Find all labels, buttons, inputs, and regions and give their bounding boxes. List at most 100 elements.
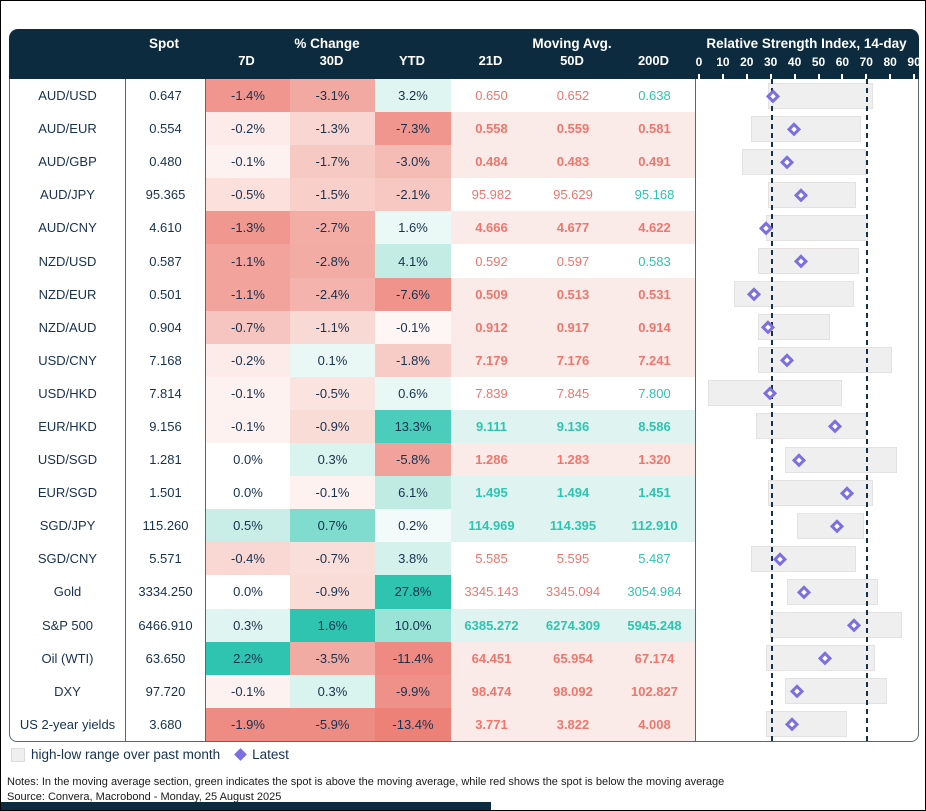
asset-name: EUR/HKD	[38, 418, 97, 434]
pct-ytd-cell: -0.1%	[375, 310, 451, 344]
pct-ytd-cell: -5.8%	[375, 443, 451, 477]
rsi-cell	[695, 674, 918, 708]
asset-name: NZD/EUR	[38, 286, 97, 302]
spot-value: 7.168	[125, 343, 205, 377]
pct-7d-cell: -0.1%	[205, 674, 290, 708]
asset-column-header	[9, 29, 124, 79]
pct-30d-cell: -3.5%	[290, 641, 375, 675]
pct-change-group-label: % Change	[294, 36, 360, 51]
pct-7d-cell: -0.1%	[205, 409, 290, 444]
table-row: AUD/USD 0.647 -1.4% -3.1% 3.2% 0.650 0.6…	[10, 79, 918, 113]
rsi-cell	[695, 409, 918, 444]
pct-7d-cell: -1.4%	[205, 79, 290, 113]
rsi-lower-threshold-line	[770, 79, 773, 741]
rsi-cell	[695, 376, 918, 410]
ma-21d-cell: 98.474	[451, 674, 532, 708]
table-row: EUR/SGD 1.501 0.0% -0.1% 6.1% 1.495 1.49…	[10, 476, 918, 510]
ma-200d-cell: 0.581	[614, 112, 695, 146]
ma-200d-cell: 1.451	[614, 476, 695, 510]
ma-21d-cell: 9.111	[451, 409, 532, 444]
spot-value: 0.480	[125, 145, 205, 179]
asset-name: Oil (WTI)	[41, 650, 94, 666]
rsi-axis-tick	[841, 74, 844, 79]
rsi-cell	[695, 575, 918, 609]
pct-subheaders: 7D 30D YTD	[204, 53, 450, 68]
asset-name: US 2-year yields	[19, 716, 116, 732]
pct-ytd-cell: 27.8%	[375, 575, 451, 609]
moving-avg-group-header: Moving Avg. 21D 50D 200D	[450, 29, 694, 79]
table-row: SGD/JPY 115.260 0.5% 0.7% 0.2% 114.969 1…	[10, 509, 918, 543]
spot-value: 3.680	[125, 707, 205, 741]
rsi-cell	[695, 112, 918, 146]
pct-ytd-cell: 0.2%	[375, 509, 451, 543]
pct-ytd-cell: -7.6%	[375, 277, 451, 311]
pct-7d-cell: 0.0%	[205, 476, 290, 510]
spot-value: 0.554	[125, 112, 205, 146]
rsi-axis-tick	[745, 74, 748, 79]
ma-50d-cell: 0.597	[556, 253, 590, 269]
rsi-range-bar	[755, 413, 866, 440]
asset-name: AUD/EUR	[38, 121, 97, 137]
pct-7d-cell: 0.3%	[205, 608, 290, 642]
pct-ytd-cell: 6.1%	[375, 476, 451, 510]
rsi-axis-label: 0	[695, 55, 703, 69]
ma-200d-cell: 4.622	[614, 211, 695, 245]
rsi-axis-label: 10	[716, 55, 730, 69]
table-row: Gold 3334.250 0.0% -0.9% 27.8% 3345.143 …	[10, 575, 918, 609]
rsi-axis-label: 60	[835, 55, 850, 69]
col-ytd-header: YTD	[399, 53, 425, 68]
table-row: Oil (WTI) 63.650 2.2% -3.5% -11.4% 64.45…	[10, 641, 918, 675]
rsi-cell	[695, 542, 918, 576]
rsi-axis-tick	[817, 74, 820, 79]
asset-name: USD/SGD	[37, 452, 98, 468]
legend-range-label: high-low range over past month	[31, 747, 221, 762]
rsi-column-header: Relative Strength Index, 14-day 0 10 20 30 4…	[694, 29, 921, 79]
pct-30d-cell: -3.1%	[290, 79, 375, 113]
pct-7d-cell: -1.3%	[205, 211, 290, 245]
pct-30d-cell: -0.5%	[290, 376, 375, 410]
rsi-axis-label: 20	[740, 55, 754, 69]
ma-21d-cell: 6385.272	[451, 608, 532, 642]
asset-name: S&P 500	[41, 617, 94, 633]
ma-21d-cell: 0.592	[475, 253, 508, 269]
pct-7d-cell: 0.0%	[205, 575, 290, 609]
table-row: EUR/HKD 9.156 -0.1% -0.9% 13.3% 9.111 9.…	[10, 409, 918, 444]
table-header: Spot % Change 7D 30D YTD Moving Avg. 21D…	[9, 29, 921, 79]
asset-name: SGD/JPY	[39, 518, 96, 534]
spot-value: 9.156	[125, 409, 205, 444]
asset-name: DXY	[54, 683, 81, 699]
table-body: AUD/USD 0.647 -1.4% -3.1% 3.2% 0.650 0.6…	[9, 79, 919, 742]
pct-30d-cell: -5.9%	[290, 707, 375, 741]
ma-200d-cell: 102.827	[614, 674, 695, 708]
legend-latest-label: Latest	[252, 747, 289, 762]
ma-200d-cell: 8.586	[614, 409, 695, 444]
ma-50d-cell: 3345.094	[545, 584, 601, 600]
ma-21d-cell: 7.839	[475, 385, 508, 401]
ma-50d-cell: 0.483	[532, 145, 614, 179]
ma-200d-cell: 112.910	[614, 509, 695, 543]
pct-30d-cell: -0.1%	[290, 476, 375, 510]
pct-ytd-cell: -2.1%	[375, 178, 451, 212]
rsi-range-bar	[758, 314, 831, 341]
spot-value: 5.571	[125, 542, 205, 576]
rsi-cell	[695, 145, 918, 179]
asset-name: SGD/CNY	[37, 551, 98, 567]
asset-name: USD/CNY	[38, 352, 97, 368]
ma-21d-cell: 0.509	[451, 277, 532, 311]
ma-50d-cell: 114.395	[532, 509, 614, 543]
rsi-axis-tick	[865, 74, 868, 79]
ma-21d-cell: 1.286	[451, 443, 532, 477]
pct-30d-cell: -2.8%	[290, 244, 375, 278]
pct-30d-cell: -0.9%	[290, 575, 375, 609]
rsi-axis-label: 50	[811, 55, 826, 69]
range-swatch-icon	[11, 747, 25, 762]
rsi-range-bar	[770, 612, 902, 639]
rsi-axis-tick	[721, 74, 724, 79]
pct-ytd-cell: -13.4%	[375, 707, 451, 741]
rsi-axis-label: 70	[859, 55, 873, 69]
spot-value: 0.587	[125, 244, 205, 278]
ma-200d-cell: 0.638	[638, 88, 671, 104]
asset-name: AUD/GBP	[38, 154, 97, 170]
rsi-range-bar	[767, 82, 874, 109]
rsi-range-bar	[751, 545, 857, 572]
